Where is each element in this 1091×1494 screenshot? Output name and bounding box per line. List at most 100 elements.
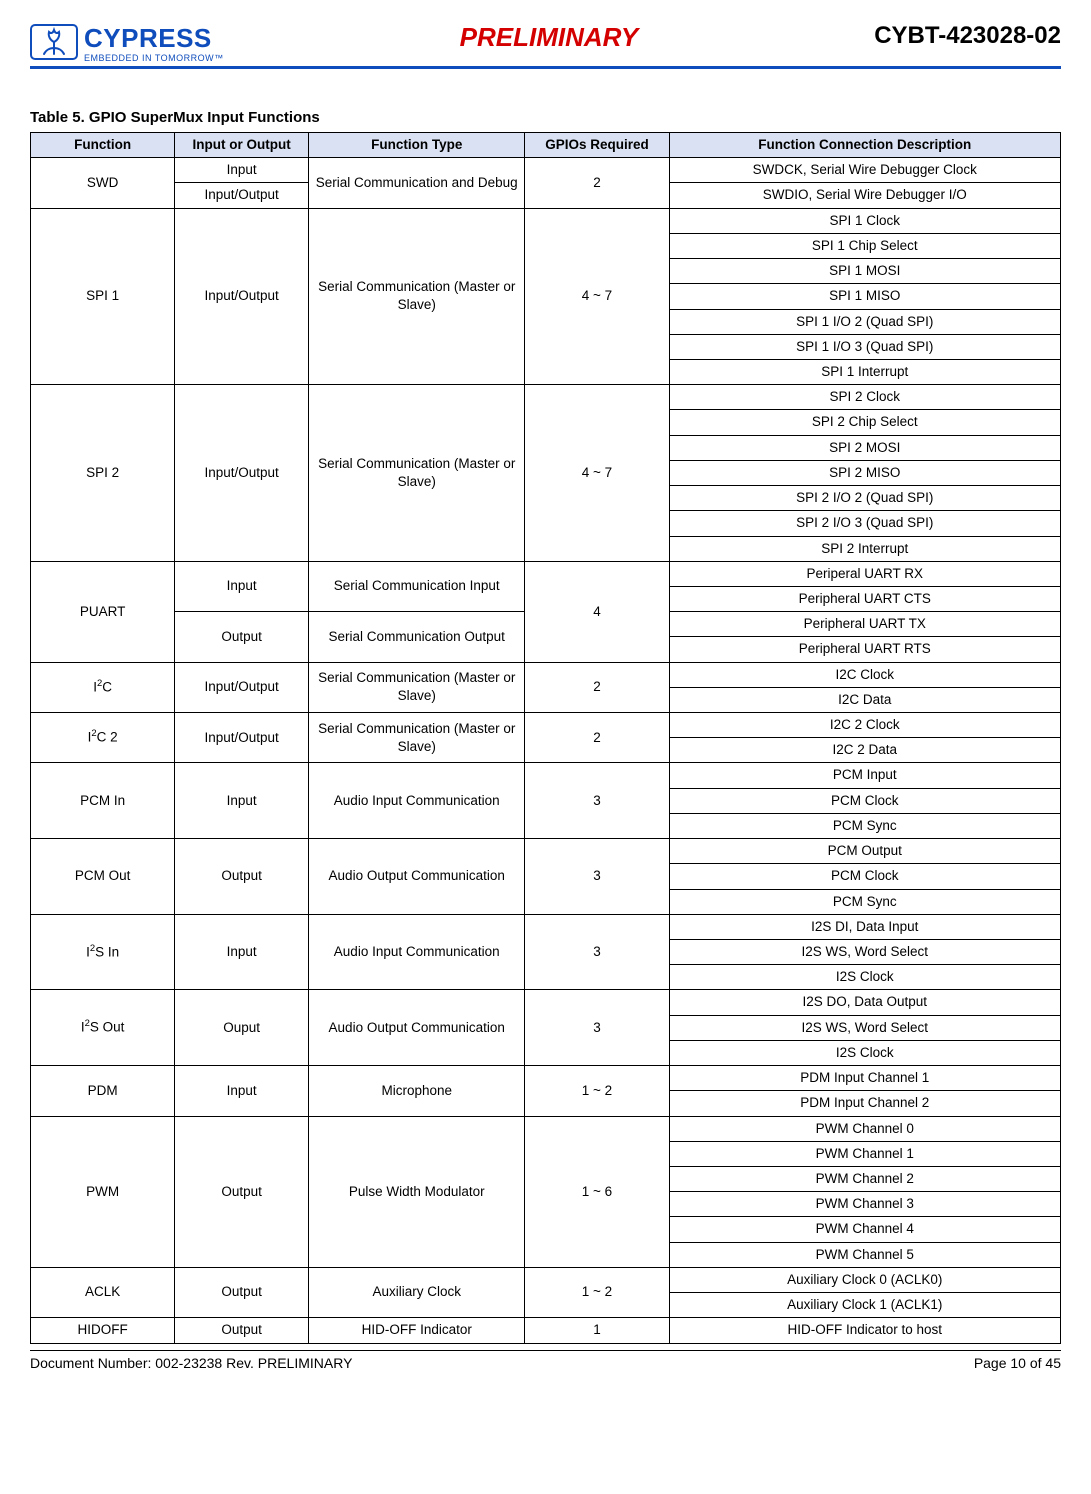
cell-ftype: Serial Communication Input bbox=[309, 561, 525, 611]
cell-desc: I2S DI, Data Input bbox=[669, 914, 1060, 939]
page-header: CYPRESS EMBEDDED IN TOMORROW™ PRELIMINAR… bbox=[30, 24, 1061, 69]
logo-tagline: EMBEDDED IN TOMORROW™ bbox=[84, 53, 224, 63]
table-row: HIDOFF Output HID-OFF Indicator 1 HID-OF… bbox=[31, 1318, 1061, 1343]
cell-desc: Peripheral UART RTS bbox=[669, 637, 1060, 662]
table-row: PCM In Input Audio Input Communication 3… bbox=[31, 763, 1061, 788]
cell-desc: PWM Channel 5 bbox=[669, 1242, 1060, 1267]
cell-function: PWM bbox=[31, 1116, 175, 1267]
cell-desc: PWM Channel 2 bbox=[669, 1166, 1060, 1191]
cell-desc: Auxiliary Clock 1 (ACLK1) bbox=[669, 1293, 1060, 1318]
cypress-tree-icon bbox=[30, 24, 78, 64]
table-row: I2C 2 Input/Output Serial Communication … bbox=[31, 713, 1061, 738]
cell-io: Input bbox=[175, 561, 309, 611]
cell-io: Input bbox=[175, 1066, 309, 1116]
cell-io: Input/Output bbox=[175, 662, 309, 712]
cell-desc: PDM Input Channel 1 bbox=[669, 1066, 1060, 1091]
cell-io: Input/Output bbox=[175, 713, 309, 763]
cell-io: Output bbox=[175, 612, 309, 662]
cell-ftype: Audio Output Communication bbox=[309, 839, 525, 915]
table-row: ACLK Output Auxiliary Clock 1 ~ 2 Auxili… bbox=[31, 1267, 1061, 1292]
cell-io: Ouput bbox=[175, 990, 309, 1066]
cell-desc: PCM Sync bbox=[669, 889, 1060, 914]
cell-desc: I2S Clock bbox=[669, 1040, 1060, 1065]
table-row: I2S In Input Audio Input Communication 3… bbox=[31, 914, 1061, 939]
cell-function: PCM Out bbox=[31, 839, 175, 915]
cell-function: PDM bbox=[31, 1066, 175, 1116]
cell-desc: SPI 1 MOSI bbox=[669, 259, 1060, 284]
col-io: Input or Output bbox=[175, 133, 309, 158]
cell-ftype: Serial Communication (Master or Slave) bbox=[309, 385, 525, 562]
col-function: Function bbox=[31, 133, 175, 158]
table-title: Table 5. GPIO SuperMux Input Functions bbox=[30, 109, 1061, 126]
cell-gpios: 1 ~ 6 bbox=[525, 1116, 669, 1267]
cell-ftype: Serial Communication (Master or Slave) bbox=[309, 713, 525, 763]
cell-ftype: Serial Communication Output bbox=[309, 612, 525, 662]
logo-block: CYPRESS EMBEDDED IN TOMORROW™ bbox=[30, 24, 224, 64]
cell-gpios: 4 bbox=[525, 561, 669, 662]
preliminary-label: PRELIMINARY bbox=[460, 22, 639, 53]
cell-ftype: Serial Communication (Master or Slave) bbox=[309, 662, 525, 712]
cell-function: PCM In bbox=[31, 763, 175, 839]
cell-function: PUART bbox=[31, 561, 175, 662]
cell-gpios: 3 bbox=[525, 763, 669, 839]
page-footer: Document Number: 002-23238 Rev. PRELIMIN… bbox=[30, 1350, 1061, 1371]
cell-desc: Auxiliary Clock 0 (ACLK0) bbox=[669, 1267, 1060, 1292]
cell-gpios: 3 bbox=[525, 839, 669, 915]
cell-io: Input/Output bbox=[175, 208, 309, 385]
cell-desc: I2C 2 Data bbox=[669, 738, 1060, 763]
cell-desc: I2S DO, Data Output bbox=[669, 990, 1060, 1015]
cell-desc: PCM Sync bbox=[669, 813, 1060, 838]
cell-ftype: Pulse Width Modulator bbox=[309, 1116, 525, 1267]
cell-desc: I2S WS, Word Select bbox=[669, 1015, 1060, 1040]
cell-ftype: Microphone bbox=[309, 1066, 525, 1116]
cell-function: I2S In bbox=[31, 914, 175, 990]
cell-function: SPI 2 bbox=[31, 385, 175, 562]
cell-desc: Peripheral UART CTS bbox=[669, 586, 1060, 611]
cell-io: Output bbox=[175, 839, 309, 915]
cell-function: SPI 1 bbox=[31, 208, 175, 385]
cell-function: HIDOFF bbox=[31, 1318, 175, 1343]
col-ftype: Function Type bbox=[309, 133, 525, 158]
cell-desc: PWM Channel 3 bbox=[669, 1192, 1060, 1217]
cell-gpios: 3 bbox=[525, 990, 669, 1066]
part-number: CYBT-423028-02 bbox=[874, 22, 1061, 50]
cell-desc: HID-OFF Indicator to host bbox=[669, 1318, 1060, 1343]
cell-gpios: 1 ~ 2 bbox=[525, 1066, 669, 1116]
cell-desc: SPI 2 Chip Select bbox=[669, 410, 1060, 435]
cell-desc: I2S WS, Word Select bbox=[669, 940, 1060, 965]
cell-desc: SPI 1 Interrupt bbox=[669, 359, 1060, 384]
col-desc: Function Connection Description bbox=[669, 133, 1060, 158]
cell-desc: SPI 2 I/O 3 (Quad SPI) bbox=[669, 511, 1060, 536]
cell-ftype: Audio Output Communication bbox=[309, 990, 525, 1066]
cell-desc: SPI 1 Clock bbox=[669, 208, 1060, 233]
cell-desc: PCM Clock bbox=[669, 788, 1060, 813]
cell-io: Input/Output bbox=[175, 385, 309, 562]
table-row: PCM Out Output Audio Output Communicatio… bbox=[31, 839, 1061, 864]
cell-desc: PWM Channel 4 bbox=[669, 1217, 1060, 1242]
cell-desc: PDM Input Channel 2 bbox=[669, 1091, 1060, 1116]
cell-desc: SWDIO, Serial Wire Debugger I/O bbox=[669, 183, 1060, 208]
cell-desc: PWM Channel 1 bbox=[669, 1141, 1060, 1166]
cell-desc: PCM Output bbox=[669, 839, 1060, 864]
cell-gpios: 3 bbox=[525, 914, 669, 990]
cell-gpios: 2 bbox=[525, 662, 669, 712]
cell-gpios: 4 ~ 7 bbox=[525, 208, 669, 385]
cell-gpios: 1 bbox=[525, 1318, 669, 1343]
cell-desc: I2C Data bbox=[669, 687, 1060, 712]
logo-text: CYPRESS bbox=[84, 25, 224, 51]
cell-desc: SPI 2 I/O 2 (Quad SPI) bbox=[669, 486, 1060, 511]
cell-gpios: 2 bbox=[525, 713, 669, 763]
cell-desc: SPI 2 MISO bbox=[669, 460, 1060, 485]
cell-io: Input/Output bbox=[175, 183, 309, 208]
col-gpios: GPIOs Required bbox=[525, 133, 669, 158]
table-row: SPI 2 Input/Output Serial Communication … bbox=[31, 385, 1061, 410]
table-row: I2C Input/Output Serial Communication (M… bbox=[31, 662, 1061, 687]
footer-page: Page 10 of 45 bbox=[974, 1355, 1061, 1371]
cell-function: ACLK bbox=[31, 1267, 175, 1317]
cell-desc: Peripheral UART TX bbox=[669, 612, 1060, 637]
cell-desc: SPI 2 Interrupt bbox=[669, 536, 1060, 561]
cell-desc: SPI 1 I/O 3 (Quad SPI) bbox=[669, 334, 1060, 359]
table-header-row: Function Input or Output Function Type G… bbox=[31, 133, 1061, 158]
footer-docnum: Document Number: 002-23238 Rev. PRELIMIN… bbox=[30, 1355, 352, 1371]
table-row: SPI 1 Input/Output Serial Communication … bbox=[31, 208, 1061, 233]
